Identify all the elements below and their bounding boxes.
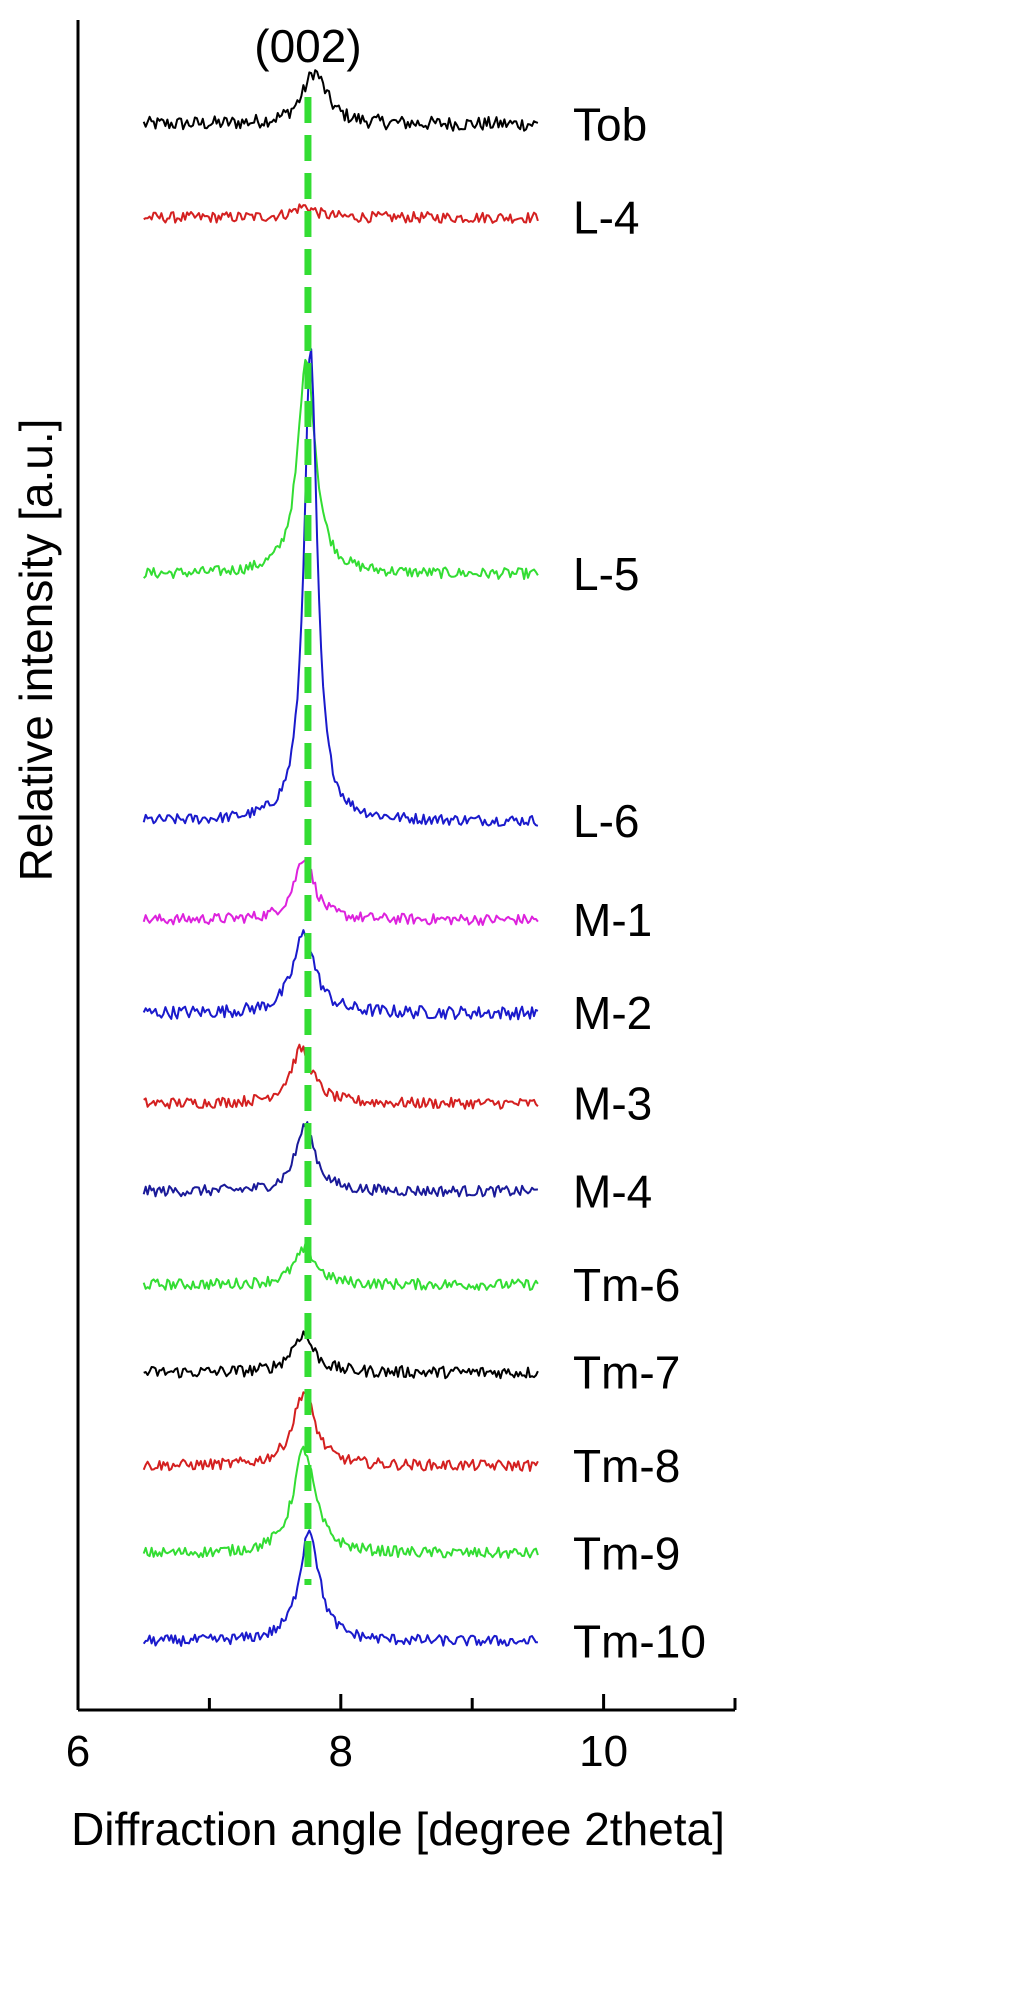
series-line-l-4 — [143, 203, 539, 224]
series-line-tm-10 — [142, 1529, 538, 1647]
series-label-tm-7: Tm-7 — [573, 1347, 680, 1399]
x-tick-label: 8 — [329, 1727, 353, 1776]
series-line-tm-9 — [142, 1445, 539, 1559]
series-label-l-6: L-6 — [573, 795, 639, 847]
x-axis-title: Diffraction angle [degree 2theta] — [71, 1803, 725, 1855]
series-line-m-4 — [142, 1121, 538, 1198]
series-label-tm-8: Tm-8 — [573, 1440, 680, 1492]
series-line-tm-7 — [143, 1330, 539, 1380]
series-line-m-1 — [142, 859, 539, 926]
x-tick-label: 6 — [66, 1727, 90, 1776]
series-label-layer: Tob L-4 L-5 L-6 M-1 M-2 M-3 M-4 Tm-6 Tm-7 Tm-8 Tm-9… — [573, 98, 706, 1667]
series-label-m-3: M-3 — [573, 1078, 652, 1130]
series-line-m-2 — [142, 929, 539, 1021]
series-label-m-2: M-2 — [573, 987, 652, 1039]
series-label-tm-6: Tm-6 — [573, 1259, 680, 1311]
x-tick-label: 10 — [579, 1727, 628, 1776]
series-line-m-3 — [143, 1043, 539, 1110]
x-ticks: 6 8 10 — [66, 1694, 737, 1776]
series-label-tm-10: Tm-10 — [573, 1615, 706, 1667]
series-line-l-6 — [142, 348, 539, 827]
reference-line-label: (002) — [254, 20, 361, 72]
series-line-tm-8 — [142, 1391, 539, 1472]
series-layer — [142, 69, 539, 1647]
series-label-tob: Tob — [573, 98, 647, 150]
series-label-l-5: L-5 — [573, 548, 639, 600]
axes — [76, 20, 735, 1712]
series-label-tm-9: Tm-9 — [573, 1528, 680, 1580]
series-line-tob — [142, 69, 539, 132]
series-line-l-5 — [143, 358, 539, 580]
series-label-l-4: L-4 — [573, 192, 639, 244]
series-label-m-1: M-1 — [573, 894, 652, 946]
y-axis-title: Relative intensity [a.u.] — [10, 419, 62, 882]
series-line-tm-6 — [142, 1242, 539, 1291]
series-label-m-4: M-4 — [573, 1166, 652, 1218]
